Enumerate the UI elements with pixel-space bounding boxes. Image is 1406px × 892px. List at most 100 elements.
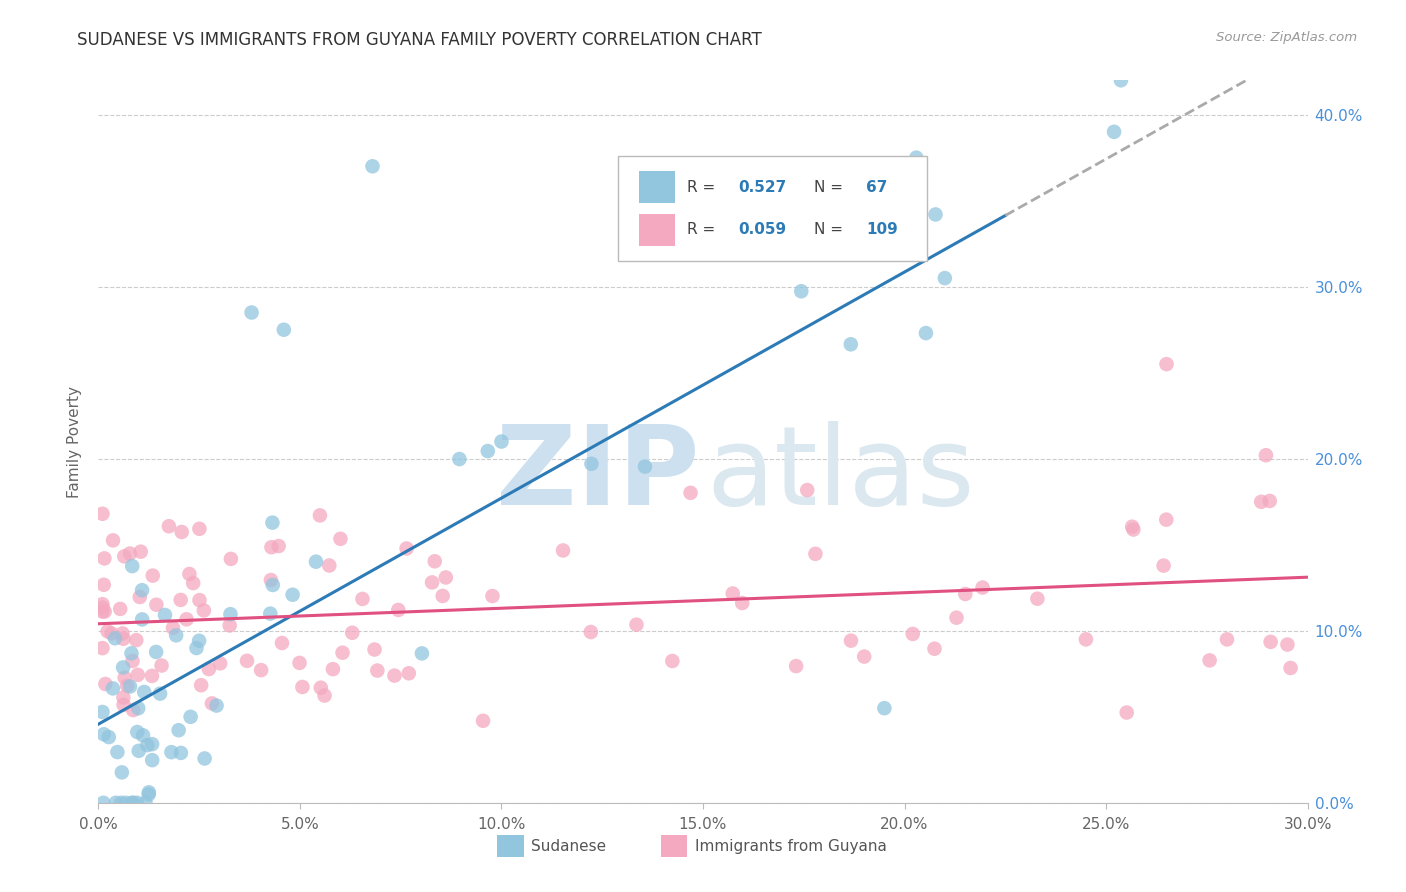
Point [112,632,135,646]
Point [873,701,896,715]
Point [398,666,420,681]
Point [250,663,273,677]
Point [170,593,193,607]
Point [170,524,193,539]
Point [262,578,284,592]
Point [125,633,148,648]
Point [318,558,340,573]
Point [1216,632,1239,647]
Point [193,603,215,617]
Point [434,570,457,584]
Point [260,540,283,554]
Point [127,668,149,682]
Point [1250,495,1272,509]
Point [423,554,446,568]
Point [188,633,211,648]
Text: 67: 67 [866,179,887,194]
Point [432,589,454,603]
Point [288,656,311,670]
Text: ZIP: ZIP [496,420,699,527]
Point [853,649,876,664]
Point [240,305,263,319]
Point [145,645,167,659]
Text: N =: N = [814,179,848,194]
Point [91,641,114,656]
Point [721,586,744,600]
Point [112,690,135,705]
Point [190,678,212,692]
Point [796,483,818,497]
Point [160,745,183,759]
Point [1260,635,1282,649]
FancyBboxPatch shape [619,156,927,260]
Point [1109,73,1132,87]
Point [1154,513,1177,527]
Point [121,796,143,810]
Point [97,624,120,639]
Text: R =: R = [688,179,720,194]
Point [91,507,114,521]
Point [309,681,332,695]
Point [1121,519,1143,533]
Point [945,610,967,624]
Point [1153,558,1175,573]
Point [136,738,159,752]
Point [679,486,702,500]
Point [329,532,352,546]
Point [128,744,150,758]
Point [305,555,328,569]
Point [165,628,187,642]
Point [150,658,173,673]
Point [1254,448,1277,462]
Point [118,680,141,694]
Point [149,687,172,701]
Text: atlas: atlas [707,420,976,527]
Point [236,654,259,668]
Point [93,796,115,810]
Point [551,543,574,558]
Point [411,646,433,660]
Text: Immigrants from Guyana: Immigrants from Guyana [695,838,886,854]
Point [785,659,807,673]
Point [361,159,384,173]
Point [1074,632,1097,647]
Point [924,641,946,656]
Point [332,646,354,660]
Point [104,796,127,810]
Point [141,753,163,767]
Point [273,323,295,337]
Point [581,457,603,471]
Point [271,636,294,650]
Point [309,508,332,523]
Point [420,575,443,590]
Point [661,654,683,668]
Text: 109: 109 [866,222,898,237]
Point [198,662,221,676]
Point [924,207,946,221]
Point [97,730,120,744]
Text: Source: ZipAtlas.com: Source: ZipAtlas.com [1216,31,1357,45]
Point [491,434,513,449]
Point [804,547,827,561]
Point [125,796,148,810]
Point [101,681,124,696]
Point [141,737,163,751]
Point [322,662,344,676]
Point [104,632,127,646]
Point [181,576,204,591]
Point [91,605,114,619]
Point [110,796,132,810]
Point [115,679,138,693]
Point [142,568,165,582]
Point [209,657,232,671]
Point [91,705,114,719]
Y-axis label: Family Poverty: Family Poverty [67,385,83,498]
Point [219,552,242,566]
Point [901,627,924,641]
Point [134,685,156,699]
Point [291,680,314,694]
Point [93,605,115,619]
Point [118,547,141,561]
Point [934,271,956,285]
Point [790,285,813,299]
